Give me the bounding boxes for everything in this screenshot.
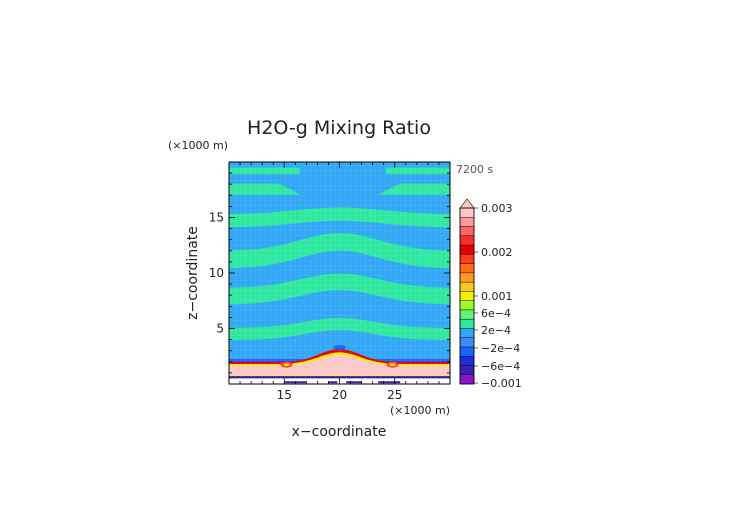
colorbar-swatch: [459, 300, 475, 311]
colorbar-swatch: [459, 281, 475, 292]
mixing-ratio-field: [229, 162, 450, 384]
z-tick-label: 10: [209, 266, 224, 280]
colorbar-swatch: [459, 272, 475, 283]
colorbar-arrow: [459, 198, 475, 209]
colorbar: 0.003 0.002 0.001 6e−4 2e−4 −2e−4 −6e−4 −0.001: [459, 198, 522, 390]
colorbar-label: −6e−4: [481, 360, 520, 373]
z-tick-label: 15: [209, 211, 224, 225]
grid-texture: [229, 162, 450, 384]
colorbar-swatch: [459, 291, 475, 301]
colorbar-swatch: [459, 235, 475, 246]
colorbar-label: −2e−4: [481, 342, 520, 355]
chart-title: H2O-g Mixing Ratio: [247, 117, 431, 139]
colorbar-swatch: [459, 374, 475, 385]
colorbar-swatch: [459, 226, 475, 236]
colorbar-label: 0.003: [481, 202, 513, 215]
x-tick-label: 25: [387, 388, 402, 402]
colorbar-label: 0.002: [481, 246, 513, 259]
colorbar-label: 0.001: [481, 290, 513, 303]
colorbar-swatch: [459, 356, 475, 366]
x-unit-label: (×1000 m): [390, 404, 450, 417]
colorbar-label: −0.001: [481, 377, 522, 390]
colorbar-swatch: [459, 365, 475, 375]
colorbar-swatch: [459, 217, 475, 227]
x-tick-label: 20: [332, 388, 347, 402]
colorbar-swatch: [459, 254, 475, 264]
colorbar-swatch: [459, 346, 475, 357]
colorbar-swatch: [459, 207, 475, 218]
axes: 15 20 25 5 10 15: [209, 161, 451, 402]
colorbar-swatch: [459, 263, 475, 274]
colorbar-swatch: [459, 318, 475, 329]
colorbar-swatch: [459, 309, 475, 320]
colorbar-swatch: [459, 337, 475, 348]
x-tick-label: 15: [277, 388, 292, 402]
time-label: 7200 s: [456, 163, 493, 176]
x-axis-label: x−coordinate: [292, 424, 387, 440]
colorbar-swatch: [459, 244, 475, 255]
colorbar-label: 2e−4: [481, 324, 511, 337]
y-axis-label: z−coordinate: [185, 226, 201, 320]
z-tick-label: 5: [216, 322, 224, 336]
colorbar-swatch: [459, 328, 475, 338]
z-unit-label: (×1000 m): [168, 139, 228, 152]
colorbar-label: 6e−4: [481, 307, 511, 320]
